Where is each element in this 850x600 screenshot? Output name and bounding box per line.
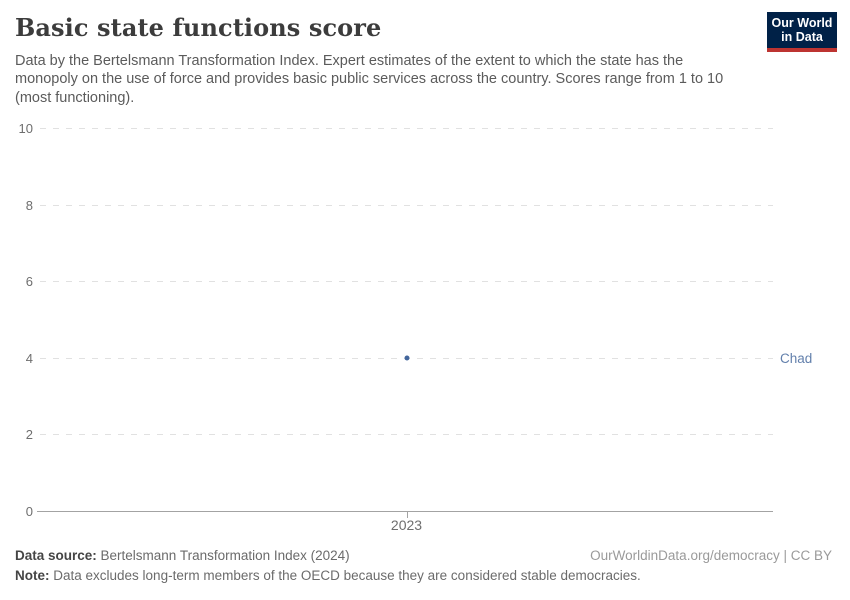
- y-tick-label: 0: [25, 504, 33, 519]
- y-gridline: [40, 204, 773, 206]
- owid-logo[interactable]: Our World in Data: [767, 12, 837, 52]
- y-tick-label: 8: [25, 197, 33, 213]
- y-tick-label: 10: [18, 121, 33, 136]
- x-axis-line: [37, 511, 773, 512]
- chart-subtitle: Data by the Bertelsmann Transformation I…: [15, 53, 724, 106]
- y-tick-label: 4: [25, 350, 33, 366]
- owid-logo-line2: in Data: [781, 30, 823, 44]
- y-tick-label: 6: [25, 274, 33, 290]
- owid-citation-link[interactable]: OurWorldinData.org/democracy | CC BY: [590, 548, 832, 563]
- note-label: Note:: [15, 568, 50, 583]
- y-gridline: [40, 128, 773, 129]
- data-source-text: Bertelsmann Transformation Index (2024): [96, 548, 350, 563]
- owid-logo-text: Our World in Data: [767, 12, 837, 48]
- chart-title: Basic state functions score: [15, 13, 382, 42]
- owid-logo-line1: Our World: [771, 15, 833, 30]
- entity-label-chad[interactable]: Chad: [780, 350, 813, 366]
- y-gridline: [40, 434, 773, 436]
- data-source-label: Data source:: [15, 548, 97, 563]
- x-tick-mark: [406, 512, 408, 518]
- data-source-line: Data source: Bertelsmann Transformation …: [15, 548, 350, 564]
- owid-logo-accent-bar: [767, 48, 837, 52]
- y-gridline: [40, 281, 773, 283]
- data-point-chad[interactable]: [404, 355, 409, 361]
- x-tick-label: 2023: [390, 517, 423, 533]
- note-line: Note: Data excludes long-term members of…: [15, 568, 641, 584]
- y-tick-label: 2: [25, 427, 33, 443]
- note-text: Data excludes long-term members of the O…: [49, 568, 641, 583]
